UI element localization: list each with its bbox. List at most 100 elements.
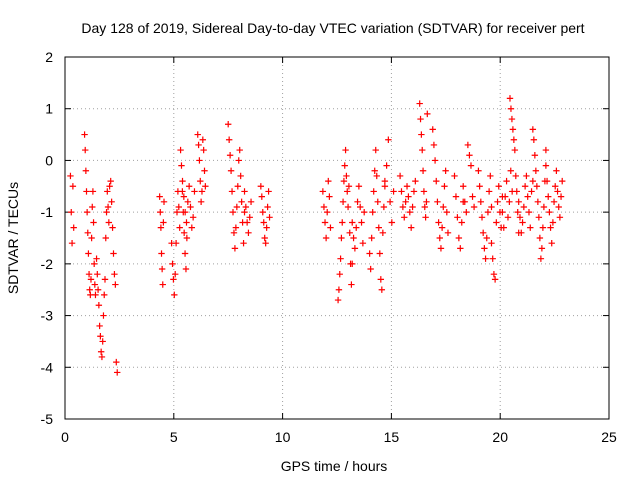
data-point (477, 198, 485, 205)
data-point (475, 167, 482, 174)
data-point (452, 193, 460, 200)
data-point (512, 172, 519, 180)
data-point (540, 203, 548, 211)
data-point (90, 219, 97, 226)
data-point (409, 203, 416, 211)
data-point (433, 177, 440, 185)
data-point (350, 234, 357, 242)
data-point (556, 214, 564, 221)
data-point (467, 162, 475, 169)
data-point (530, 136, 538, 143)
data-point (183, 219, 190, 226)
data-point (336, 271, 343, 278)
data-point (398, 188, 405, 195)
data-point (516, 214, 524, 221)
data-point (506, 95, 514, 102)
data-point (478, 214, 486, 221)
grid (65, 57, 609, 419)
data-point (543, 177, 551, 185)
data-point (402, 198, 409, 205)
data-point (536, 234, 544, 242)
data-point (337, 255, 344, 262)
data-point (156, 193, 163, 200)
data-point (181, 250, 189, 257)
data-point (187, 203, 194, 211)
data-point (354, 198, 361, 205)
data-point (160, 198, 168, 205)
data-point (259, 208, 266, 216)
data-point (245, 229, 252, 237)
data-point (176, 224, 183, 231)
data-point (369, 208, 376, 216)
data-point (539, 224, 547, 231)
x-tick-label: 5 (170, 429, 178, 445)
data-point (237, 172, 244, 180)
data-point (68, 208, 75, 216)
data-point (235, 157, 242, 164)
y-tick-label: 2 (45, 49, 53, 65)
data-point (85, 250, 92, 257)
data-point (499, 208, 506, 216)
data-point (494, 198, 501, 205)
data-point (559, 177, 566, 185)
data-point (483, 234, 490, 242)
data-point (170, 276, 177, 283)
data-point (172, 239, 180, 247)
data-point (368, 234, 375, 242)
data-point (173, 208, 181, 216)
data-point (431, 157, 439, 164)
data-point (416, 100, 423, 107)
data-point (377, 276, 385, 283)
data-point (324, 208, 331, 216)
data-point (195, 141, 202, 149)
data-point (111, 271, 118, 278)
data-point (373, 172, 380, 180)
y-tick-label: -4 (41, 359, 54, 375)
data-point (403, 183, 411, 190)
data-point (103, 208, 110, 216)
data-point (523, 172, 530, 180)
data-point (90, 260, 98, 268)
data-point (113, 358, 120, 366)
data-point (407, 224, 415, 231)
data-point (405, 193, 412, 200)
data-point (109, 224, 116, 231)
data-point (524, 193, 531, 200)
data-point (451, 172, 458, 180)
data-point (177, 146, 184, 154)
data-point (487, 172, 494, 180)
data-point (476, 183, 483, 190)
data-point (334, 296, 342, 304)
data-point (442, 167, 449, 174)
data-point (241, 208, 248, 216)
data-point (101, 291, 108, 299)
data-point (321, 219, 329, 226)
data-point (88, 234, 95, 242)
data-point (520, 203, 528, 211)
data-point (438, 224, 446, 231)
data-point (110, 250, 117, 257)
data-point (349, 260, 356, 268)
data-point (241, 188, 248, 195)
data-point (107, 177, 114, 185)
y-tick-label: -5 (41, 411, 54, 427)
data-point (199, 136, 207, 143)
data-point (233, 203, 241, 211)
data-point (89, 203, 96, 211)
data-point (93, 255, 100, 262)
data-point (97, 348, 105, 355)
data-point (361, 208, 368, 216)
x-tick-label: 25 (601, 429, 617, 445)
data-point (230, 229, 238, 237)
data-point (435, 219, 442, 226)
data-point (437, 245, 445, 252)
data-point (441, 183, 448, 190)
data-point (189, 214, 197, 221)
data-point (532, 167, 540, 174)
data-point (100, 312, 107, 319)
data-point (419, 167, 427, 174)
data-point (421, 203, 428, 211)
data-point (422, 214, 429, 221)
data-point (180, 193, 188, 200)
data-point (346, 229, 353, 237)
